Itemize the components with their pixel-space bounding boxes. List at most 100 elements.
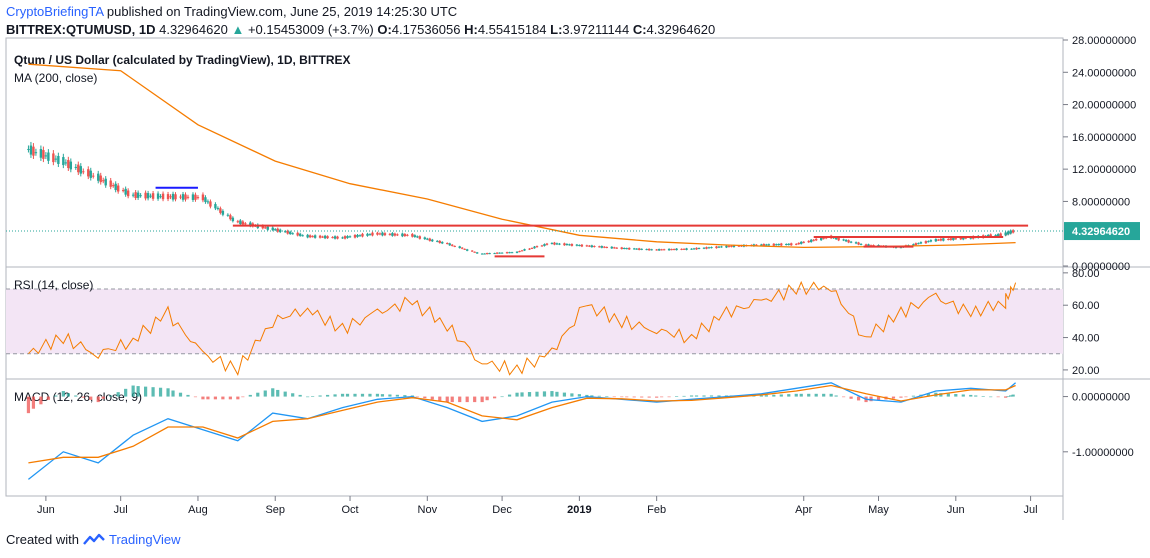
candle-body <box>647 248 651 251</box>
macd-histogram-bar <box>779 394 783 397</box>
candle-body <box>996 234 1000 237</box>
candle-body <box>695 247 698 250</box>
candle-body <box>934 239 938 242</box>
candle-body <box>191 194 195 200</box>
candle-body <box>929 240 933 242</box>
candle-body <box>406 234 409 236</box>
candle-body <box>543 244 546 246</box>
ma-200-line <box>28 63 1016 249</box>
candle-body <box>760 244 763 246</box>
candle-body <box>388 233 392 235</box>
candle-body <box>436 240 439 242</box>
candle-body <box>645 249 648 251</box>
low-value: 3.97211144 <box>562 22 630 37</box>
macd-histogram-bar <box>674 396 679 397</box>
candle-body <box>264 227 267 229</box>
candle-body <box>77 164 80 173</box>
candle-body <box>675 248 678 251</box>
macd-histogram-bar <box>969 394 973 397</box>
candle-body <box>194 194 197 200</box>
macd-histogram-bar <box>694 395 699 397</box>
candle-body <box>498 252 501 254</box>
candle-body <box>725 245 728 248</box>
candle-body <box>286 230 289 234</box>
macd-histogram-bar <box>423 396 427 399</box>
macd-histogram-bar <box>178 392 183 397</box>
candle-body <box>371 232 374 236</box>
rsi-tick-label: 40.00 <box>1072 333 1100 345</box>
candle-body <box>261 225 264 229</box>
candle-body <box>204 197 207 202</box>
candle-body <box>989 234 992 238</box>
rsi-band <box>6 289 1063 354</box>
candle-body <box>795 243 798 245</box>
candle-body <box>341 237 344 239</box>
candle-body <box>842 239 845 241</box>
candle-body <box>787 243 790 245</box>
candle-body <box>942 238 945 241</box>
candle-body <box>553 242 556 245</box>
candle-body <box>680 248 683 250</box>
candle-body <box>44 155 48 157</box>
author-link[interactable]: CryptoBriefingTA <box>6 4 104 19</box>
macd-histogram-bar <box>911 395 916 397</box>
candle-body <box>323 235 327 239</box>
candle-body <box>52 153 55 163</box>
candle-body <box>593 246 596 248</box>
macd-histogram-bar <box>213 396 218 400</box>
candle-body <box>343 236 347 239</box>
macd-histogram-bar <box>345 393 350 397</box>
macd-histogram-bar <box>166 388 170 397</box>
candle-body <box>348 236 352 238</box>
x-tick-label: Aug <box>188 504 208 516</box>
candle-body <box>318 235 322 238</box>
candle-body <box>815 238 818 241</box>
x-tick-label: Oct <box>341 504 358 516</box>
macd-histogram-bar <box>206 396 210 400</box>
macd-histogram-bar <box>787 394 791 397</box>
candle-body <box>667 248 671 251</box>
candle-body <box>780 243 783 246</box>
candle-body <box>308 235 312 238</box>
candle-body <box>919 242 923 244</box>
candle-body <box>333 236 337 239</box>
candle-body <box>493 253 496 255</box>
macd-histogram-bar <box>507 394 512 397</box>
candle-body <box>705 247 708 249</box>
macd-histogram-bar <box>794 393 798 397</box>
macd-histogram-bar <box>612 396 616 398</box>
macd-tick-label: 0.00000000 <box>1072 392 1130 404</box>
macd-histogram-bar <box>1009 395 1013 397</box>
candle-body <box>32 146 35 156</box>
candle-body <box>812 239 815 241</box>
candle-body <box>331 237 334 239</box>
candle-body <box>219 208 222 213</box>
candle-body <box>670 249 673 251</box>
candle-body <box>523 249 526 251</box>
x-tick-label: Nov <box>418 504 438 516</box>
candle-body <box>485 253 489 255</box>
macd-histogram-bar <box>829 393 833 397</box>
macd-histogram-bar <box>39 396 43 405</box>
candle-body <box>179 196 182 198</box>
candle-body <box>819 237 823 241</box>
high-label: H: <box>464 22 478 37</box>
candle-body <box>692 248 696 250</box>
macd-histogram-bar <box>807 393 811 397</box>
candle-body <box>87 169 90 177</box>
macd-histogram-bar <box>101 396 105 399</box>
candle-body <box>416 236 419 238</box>
candle-body <box>186 196 190 198</box>
candle-body <box>623 247 626 249</box>
candle-body <box>800 241 803 244</box>
candle-body <box>201 194 205 201</box>
macd-histogram-bar <box>625 396 629 398</box>
candle-body <box>565 243 569 246</box>
candle-body <box>697 248 701 250</box>
footer: Created with TradingView <box>6 532 181 547</box>
chart-title: Qtum / US Dollar (calculated by TradingV… <box>14 53 351 67</box>
macd-histogram-bar <box>996 396 1000 398</box>
candle-body <box>426 238 429 240</box>
tradingview-brand[interactable]: TradingView <box>108 532 181 547</box>
